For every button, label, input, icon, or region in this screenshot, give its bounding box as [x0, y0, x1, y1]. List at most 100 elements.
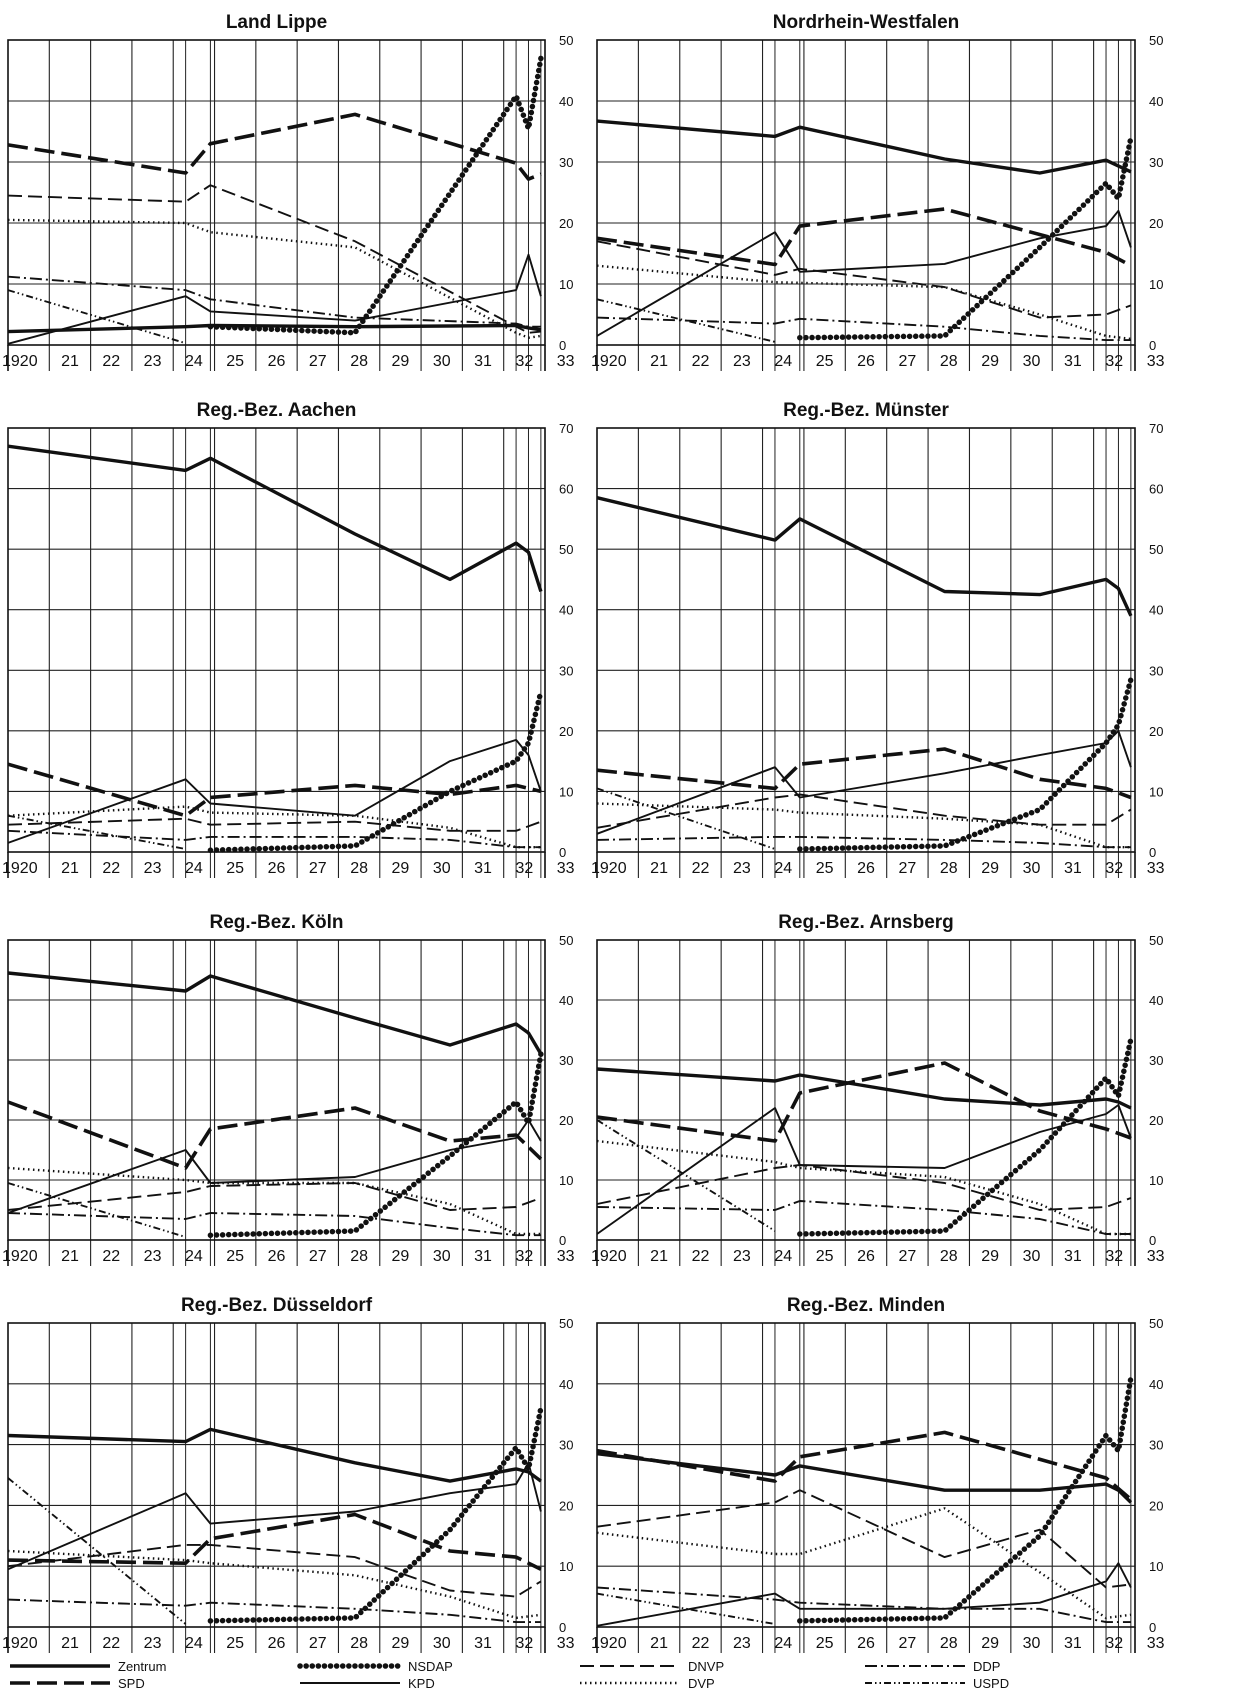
x-tick-label: 30 — [1023, 353, 1041, 370]
y-tick-label: 50 — [1149, 1316, 1163, 1331]
series-line-nsdap — [207, 1051, 544, 1238]
series-line-uspd — [7, 1182, 186, 1238]
series-line-dvp — [7, 218, 542, 339]
y-tick-label: 60 — [559, 482, 573, 497]
x-tick-label: 25 — [816, 1248, 834, 1265]
x-tick-label: 22 — [692, 353, 710, 370]
y-tick-label: 70 — [1149, 421, 1163, 436]
x-tick-label: 32 — [1105, 860, 1123, 877]
chart-panel-nordrhein-westfalen: Nordrhein-Westfalen 0 10 20 30 40 50 1920 21 22 23… — [591, 12, 1165, 371]
series-line-uspd — [596, 1592, 776, 1625]
x-tick-label: 22 — [692, 1248, 710, 1265]
series-line-dvp — [7, 1549, 542, 1620]
x-tick-label: 27 — [898, 1635, 916, 1652]
y-tick-label: 20 — [559, 1498, 573, 1513]
series-line-zentrum — [7, 323, 542, 334]
legend-label-spd: SPD — [118, 1676, 145, 1691]
x-tick-label: 29 — [981, 1248, 999, 1265]
y-tick-label: 20 — [1149, 1113, 1163, 1128]
legend-label-dnvp: DNVP — [688, 1659, 724, 1674]
x-tick-label: 31 — [474, 1248, 492, 1265]
x-tick-label: 21 — [650, 1248, 668, 1265]
y-tick-label: 60 — [1149, 482, 1163, 497]
legend-label-kpd: KPD — [408, 1676, 435, 1691]
legend-label-ddp: DDP — [973, 1659, 1000, 1674]
x-tick-label: 26 — [857, 1248, 875, 1265]
series-line-dnvp — [596, 1489, 1132, 1589]
y-tick-label: 0 — [1149, 845, 1156, 860]
series-line-kpd — [7, 738, 542, 844]
x-tick-label: 30 — [433, 353, 451, 370]
x-tick-label: 26 — [857, 860, 875, 877]
x-tick-label: 30 — [433, 1635, 451, 1652]
x-tick-label: 32 — [515, 1635, 533, 1652]
series-line-nsdap — [797, 1036, 1134, 1237]
series-line-uspd — [596, 1119, 776, 1232]
x-tick-label: 24 — [774, 1635, 792, 1652]
chart-title: Reg.-Bez. Arnsberg — [778, 912, 954, 933]
series-line-ddp — [7, 829, 541, 849]
x-tick-label: 33 — [557, 860, 575, 877]
series-line-dnvp — [596, 240, 1132, 319]
series-line-nsdap — [207, 688, 544, 853]
x-tick-label: 29 — [392, 860, 410, 877]
x-tick-label: 21 — [61, 860, 79, 877]
series-line-dvp — [7, 805, 541, 849]
y-tick-label: 30 — [559, 1053, 573, 1068]
series-line-zentrum — [596, 119, 1132, 175]
x-tick-label: 24 — [185, 1635, 203, 1652]
y-tick-label: 0 — [559, 845, 566, 860]
x-tick-label: 24 — [774, 1248, 792, 1265]
series-line-ddp — [596, 1200, 1131, 1235]
x-tick-label: 23 — [144, 353, 162, 370]
y-tick-label: 40 — [559, 94, 573, 109]
series-line-spd — [596, 1061, 1132, 1143]
y-tick-label: 70 — [559, 421, 573, 436]
x-tick-label: 1920 — [2, 860, 38, 877]
legend-label-dvp: DVP — [688, 1676, 715, 1691]
x-tick-label: 23 — [733, 860, 751, 877]
y-tick-label: 20 — [1149, 216, 1163, 231]
y-tick-label: 40 — [559, 603, 573, 618]
x-tick-label: 25 — [816, 353, 834, 370]
x-tick-label: 31 — [1064, 860, 1082, 877]
y-tick-label: 50 — [1149, 933, 1163, 948]
x-tick-label: 24 — [185, 860, 203, 877]
x-tick-label: 1920 — [591, 1635, 627, 1652]
series-line-kpd — [7, 253, 542, 345]
plot-frame — [596, 939, 1136, 1241]
x-tick-label: 23 — [733, 1635, 751, 1652]
x-tick-label: 28 — [350, 1248, 368, 1265]
x-tick-label: 31 — [474, 1635, 492, 1652]
x-tick-label: 33 — [557, 353, 575, 370]
x-tick-label: 22 — [692, 1635, 710, 1652]
legend: Zentrum SPD NSDAP KPD DNVP DVP DDP USPD — [10, 1659, 1009, 1691]
x-tick-label: 26 — [268, 860, 286, 877]
x-tick-label: 28 — [350, 1635, 368, 1652]
chart-title: Land Lippe — [226, 12, 327, 33]
y-tick-label: 30 — [1149, 663, 1163, 678]
y-tick-label: 10 — [559, 1559, 573, 1574]
y-tick-label: 0 — [1149, 338, 1156, 353]
series-line-spd — [596, 1430, 1133, 1501]
x-tick-label: 25 — [226, 1248, 244, 1265]
y-tick-label: 0 — [559, 1233, 566, 1248]
legend-label-uspd: USPD — [973, 1676, 1009, 1691]
x-tick-label: 31 — [1064, 353, 1082, 370]
series-line-nsdap — [207, 1405, 544, 1624]
x-tick-label: 26 — [268, 1248, 286, 1265]
series-line-dnvp — [7, 1543, 542, 1598]
x-tick-label: 29 — [392, 1248, 410, 1265]
x-tick-label: 31 — [1064, 1635, 1082, 1652]
chart-title: Reg.-Bez. Köln — [209, 912, 343, 933]
y-tick-label: 20 — [1149, 1498, 1163, 1513]
x-tick-label: 23 — [144, 860, 162, 877]
x-tick-label: 33 — [557, 1635, 575, 1652]
y-tick-label: 40 — [1149, 94, 1163, 109]
x-tick-label: 27 — [898, 860, 916, 877]
x-tick-label: 25 — [226, 1635, 244, 1652]
x-tick-label: 24 — [185, 1248, 203, 1265]
chart-panel-reg-bez-arnsberg: Reg.-Bez. Arnsberg 0 10 20 30 40 50 1920 21 22 23 2… — [591, 912, 1165, 1266]
